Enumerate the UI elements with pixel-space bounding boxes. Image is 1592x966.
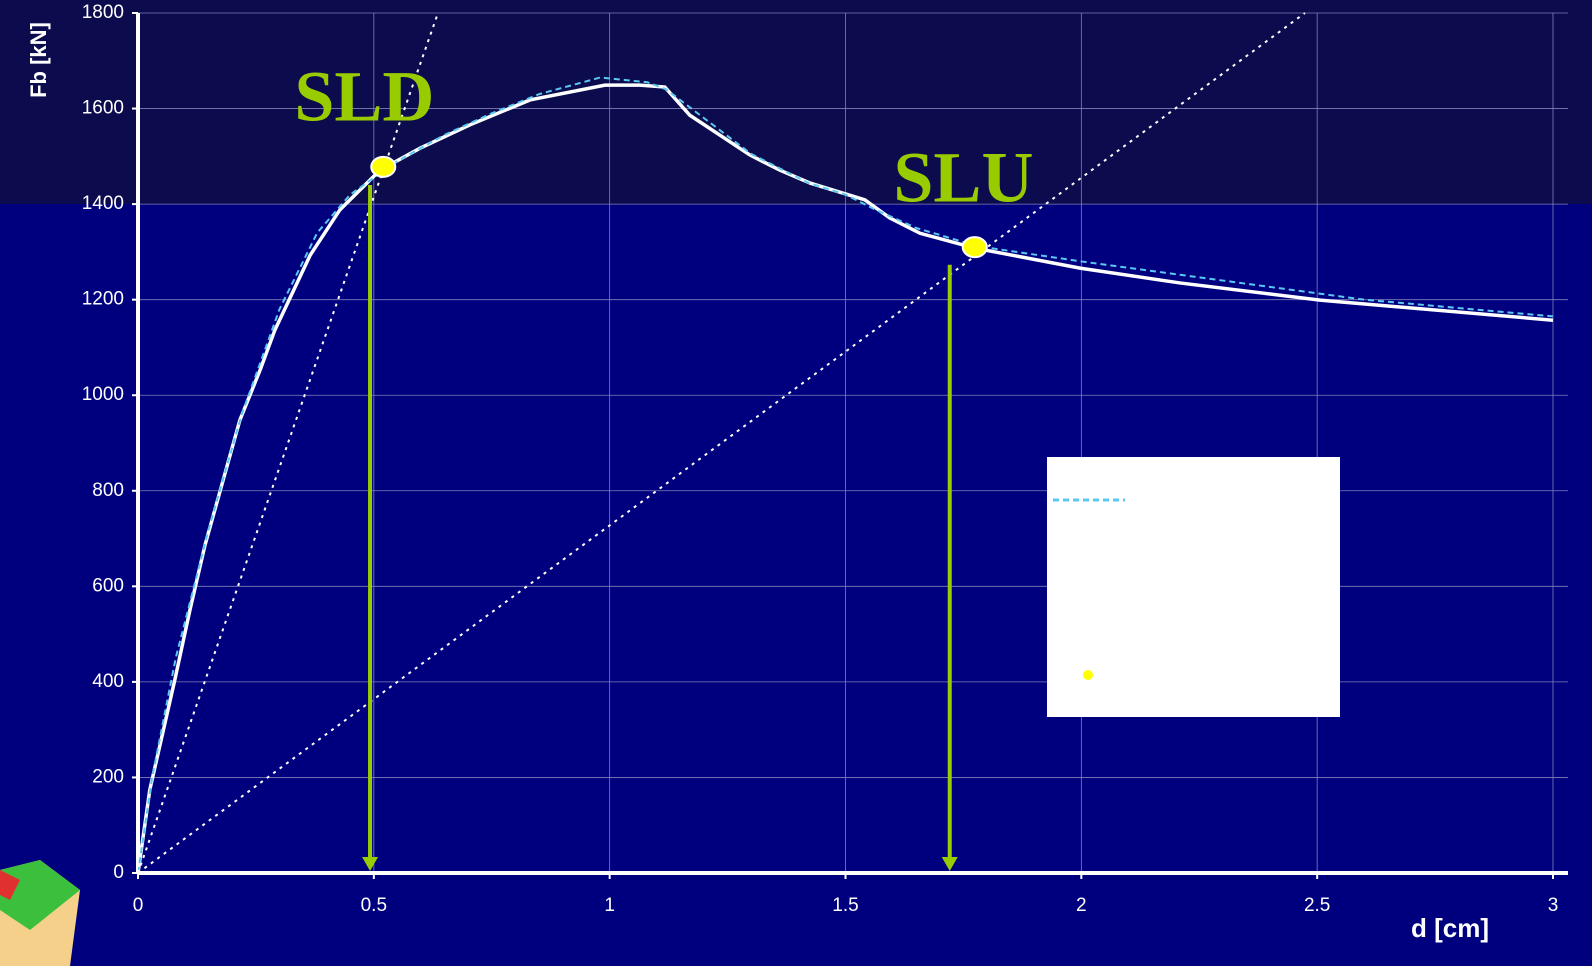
y-tick-label: 1400 — [82, 193, 124, 214]
annotation: SLU — [893, 138, 1033, 218]
x-axis-title: d [cm] — [1411, 913, 1489, 943]
x-tick-label: 1.5 — [832, 895, 858, 916]
x-tick-label: 1 — [604, 895, 615, 916]
legend-swatch — [1083, 670, 1093, 680]
annotation: SLD — [294, 56, 434, 136]
y-tick-label: 200 — [92, 766, 124, 787]
logo — [0, 860, 80, 966]
y-tick-label: 400 — [92, 671, 124, 692]
y-tick-label: 1600 — [82, 98, 124, 119]
point — [370, 155, 397, 178]
point — [961, 236, 988, 259]
background-band — [0, 0, 1592, 204]
x-tick-label: 0 — [133, 895, 144, 916]
arrow-head — [941, 857, 958, 871]
x-tick-label: 0.5 — [361, 895, 387, 916]
arrow-head — [362, 857, 379, 871]
x-tick-label: 3 — [1548, 895, 1559, 916]
y-axis-title: Fb [kN] — [26, 22, 51, 98]
x-tick-label: 2 — [1076, 895, 1087, 916]
x-tick-label: 2.5 — [1304, 895, 1330, 916]
y-tick-label: 0 — [113, 862, 124, 883]
y-tick-label: 1800 — [82, 2, 124, 23]
series-line — [138, 12, 1306, 873]
y-tick-label: 1200 — [82, 289, 124, 310]
y-tick-label: 1000 — [82, 384, 124, 405]
y-tick-label: 600 — [92, 575, 124, 596]
y-tick-label: 800 — [92, 480, 124, 501]
